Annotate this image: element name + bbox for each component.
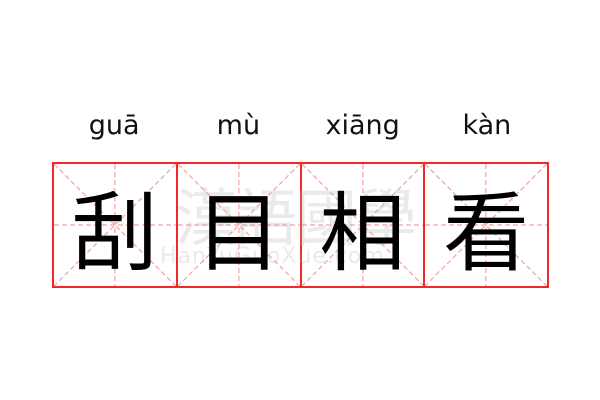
guide-line — [302, 164, 424, 286]
character-3: 相 — [319, 183, 406, 284]
character-grid: 刮 目 相 看 — [52, 162, 549, 288]
guide-lines — [425, 164, 547, 286]
character-cell: 刮 — [54, 164, 178, 286]
character-cell: 相 — [302, 164, 426, 286]
guide-line — [178, 164, 300, 286]
guide-lines — [54, 164, 176, 286]
pinyin-2: mù — [216, 110, 261, 141]
guide-line — [54, 164, 176, 286]
character-cell: 目 — [178, 164, 302, 286]
guide-line — [425, 164, 547, 286]
pinyin-3: xiāng — [325, 110, 400, 141]
guide-line — [54, 164, 176, 286]
guide-line — [178, 164, 300, 286]
guide-lines — [302, 164, 424, 286]
character-2: 目 — [195, 183, 282, 284]
pinyin-4: kàn — [462, 110, 512, 141]
guide-line — [425, 164, 547, 286]
pinyin-1: guā — [88, 110, 140, 141]
character-4: 看 — [443, 183, 530, 284]
pinyin-row: guā mù xiāng kàn — [52, 108, 549, 144]
guide-lines — [178, 164, 300, 286]
character-cell: 看 — [425, 164, 547, 286]
character-1: 刮 — [71, 183, 158, 284]
guide-line — [302, 164, 424, 286]
